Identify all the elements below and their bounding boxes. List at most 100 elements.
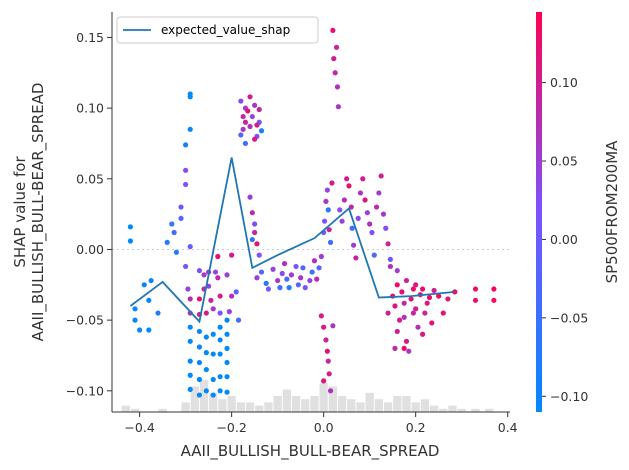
scatter-point <box>187 338 193 344</box>
scatter-point <box>187 358 193 364</box>
scatter-point <box>203 334 209 340</box>
scatter-point <box>217 374 223 380</box>
scatter-point <box>325 207 331 213</box>
scatter-point <box>472 286 479 292</box>
expected-value-shap-line <box>129 157 455 324</box>
scatter-point <box>394 328 400 335</box>
scatter-point <box>217 337 223 343</box>
histogram-bar <box>439 408 448 412</box>
scatter-point <box>249 113 255 120</box>
scatter-point <box>242 119 249 125</box>
scatter-point <box>132 306 138 312</box>
scatter-point <box>247 94 253 100</box>
scatter-point <box>185 286 191 292</box>
scatter-point <box>224 359 230 366</box>
scatter-point <box>203 310 209 316</box>
histogram-bar <box>356 402 365 412</box>
scatter-point <box>201 272 207 278</box>
scatter-point <box>155 310 161 316</box>
scatter-point <box>263 280 269 286</box>
scatter-point <box>212 269 219 275</box>
histogram-bar <box>420 399 430 412</box>
histogram-bar <box>255 405 264 412</box>
scatter-point <box>360 176 366 182</box>
colorbar-label: SP500FROM200MA <box>603 140 621 284</box>
scatter-point <box>324 187 330 193</box>
scatter-point <box>298 275 304 281</box>
scatter-point <box>385 241 391 247</box>
scatter-point <box>401 345 407 351</box>
scatter-point <box>436 293 442 299</box>
scatter-point <box>226 309 232 315</box>
histogram-bar <box>383 402 393 412</box>
scatter-point <box>387 256 393 262</box>
legend-entry-expected-value-shap: expected_value_shap <box>161 23 290 37</box>
scatter-point <box>240 113 246 120</box>
histogram-bar <box>236 402 245 412</box>
scatter-point <box>316 265 322 271</box>
scatter-point <box>302 285 308 291</box>
x-ticks: −0.4 −0.2 0.0 0.2 0.4 <box>124 412 518 435</box>
histogram-bar <box>328 386 337 412</box>
scatter-point <box>187 296 193 302</box>
histogram-bar <box>448 405 457 412</box>
scatter-point <box>413 306 419 312</box>
scatter-point <box>491 286 497 292</box>
scatter-point <box>252 229 258 236</box>
scatter-point <box>196 359 203 366</box>
scatter-point <box>196 268 203 274</box>
scatter-point <box>187 386 193 392</box>
scatter-point <box>254 241 260 247</box>
scatter-point <box>224 272 230 278</box>
scatter-point <box>472 297 479 303</box>
scatter-point <box>440 310 446 316</box>
scatter-point <box>215 253 221 260</box>
scatter-point <box>348 204 354 210</box>
scatter-point <box>164 239 170 245</box>
scatter-point <box>323 198 329 204</box>
scatter-point <box>256 252 262 258</box>
scatter-point <box>148 277 154 284</box>
y-tick-label: 0.05 <box>76 171 104 186</box>
scatter-point <box>426 294 433 301</box>
scatter-point <box>383 225 389 231</box>
scatter-point <box>242 140 249 147</box>
scatter-point <box>429 320 435 326</box>
scatter-point <box>183 167 189 173</box>
scatter-point <box>318 313 324 319</box>
scatter-point <box>331 56 337 62</box>
scatter-point <box>344 176 350 182</box>
histogram-bar <box>319 383 328 412</box>
histogram-bar <box>301 399 310 412</box>
scatter-point <box>380 211 387 217</box>
y-tick-label: 0.00 <box>76 242 104 257</box>
x-tick-label: −0.2 <box>216 420 246 435</box>
scatter-point <box>245 108 251 114</box>
scatter-point <box>275 277 281 284</box>
scatter-point <box>258 128 265 134</box>
scatter-point <box>249 210 255 216</box>
scatter-point <box>203 350 209 356</box>
y-tick-label: −0.10 <box>66 383 104 398</box>
colorbar-tick-label: 0.05 <box>550 154 578 169</box>
scatter-point <box>224 374 230 380</box>
colorbar-tick-label: −0.05 <box>550 310 588 325</box>
histogram-layer <box>121 380 494 412</box>
scatter-point <box>392 345 398 351</box>
scatter-point <box>178 204 184 210</box>
scatter-point <box>324 348 330 354</box>
scatter-point <box>137 327 143 333</box>
scatter-point <box>210 306 216 312</box>
scatter-point <box>284 276 290 282</box>
scatter-point <box>173 249 180 255</box>
scatter-point <box>210 392 216 398</box>
x-tick-label: −0.4 <box>124 420 154 435</box>
scatter-point <box>196 344 203 350</box>
scatter-point <box>183 263 189 270</box>
scatter-point <box>346 183 352 189</box>
scatter-point <box>252 102 258 108</box>
histogram-bar <box>282 389 291 412</box>
y-tick-label: −0.05 <box>66 313 104 328</box>
scatter-point <box>247 123 253 130</box>
